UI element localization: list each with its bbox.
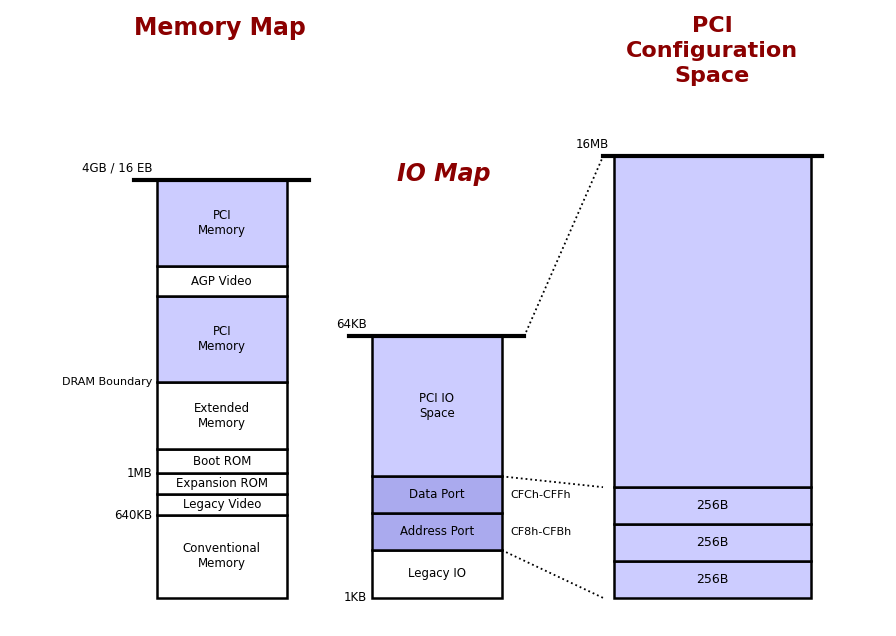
Text: 256B: 256B [696,536,728,549]
Bar [372,336,502,476]
Text: 64KB: 64KB [337,319,367,331]
Bar [157,382,287,449]
Text: 4GB / 16 EB: 4GB / 16 EB [82,162,152,175]
Text: CFCh-CFFh: CFCh-CFFh [511,490,572,500]
Text: Boot ROM: Boot ROM [193,455,251,467]
Text: PCI
Memory: PCI Memory [198,325,246,354]
Text: 16MB: 16MB [576,139,609,151]
Bar [614,487,811,524]
Bar [157,449,287,473]
Text: 640KB: 640KB [114,509,152,522]
Text: DRAM Boundary: DRAM Boundary [62,377,152,387]
Bar [157,473,287,494]
Text: 256B: 256B [696,573,728,586]
Text: Expansion ROM: Expansion ROM [176,477,268,490]
Text: CF8h-CFBh: CF8h-CFBh [511,527,572,537]
Text: PCI IO
Space: PCI IO Space [419,392,454,420]
Text: PCI
Memory: PCI Memory [198,209,246,237]
Bar [372,550,502,598]
Text: 1MB: 1MB [126,467,152,480]
Text: Extended
Memory: Extended Memory [194,401,250,430]
Text: 1KB: 1KB [344,591,367,604]
Text: Address Port: Address Port [400,525,474,538]
Bar [157,266,287,296]
Bar [157,296,287,382]
Bar [157,515,287,598]
Text: Legacy IO: Legacy IO [408,567,466,581]
Bar [372,513,502,550]
Bar [157,494,287,515]
Text: IO Map: IO Map [397,162,490,186]
Bar [614,561,811,598]
Text: Conventional
Memory: Conventional Memory [183,543,261,570]
Text: 256B: 256B [696,499,728,512]
Text: PCI
Configuration
Space: PCI Configuration Space [626,16,798,85]
Bar [614,524,811,561]
Bar [372,476,502,513]
Text: AGP Video: AGP Video [192,275,252,287]
Bar [157,180,287,266]
Text: Memory Map: Memory Map [134,16,306,40]
Text: Legacy Video: Legacy Video [183,498,261,511]
Bar [614,156,811,487]
Text: Data Port: Data Port [409,488,465,501]
